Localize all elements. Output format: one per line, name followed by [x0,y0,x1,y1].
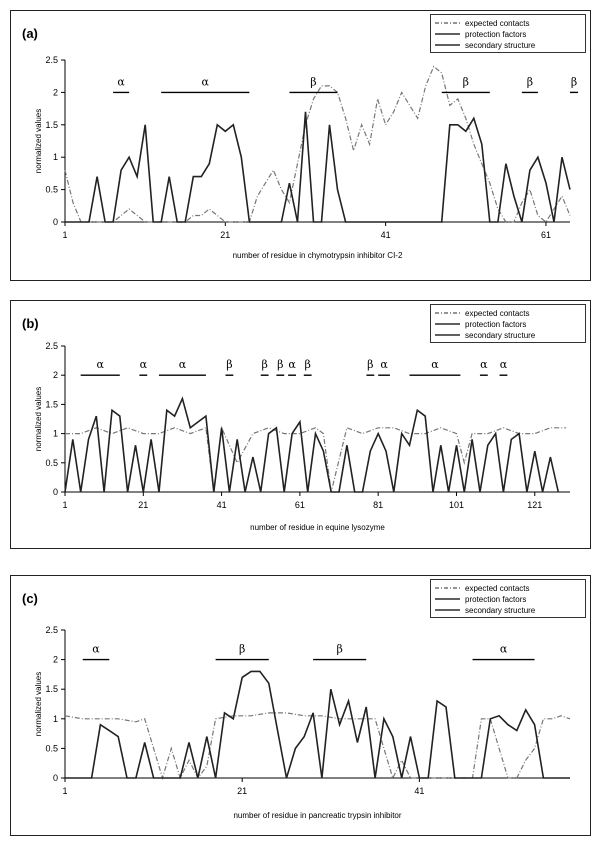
secondary-structure-label: β [527,75,533,88]
y-tick-label: 1 [53,152,58,162]
secondary-structure-label: β [261,358,267,371]
series-line-expected-contacts [65,425,567,493]
panel-label: (c) [22,591,38,606]
x-tick-label: 41 [217,500,227,510]
y-axis-label: normalized values [34,109,43,173]
x-tick-label: 1 [62,500,67,510]
legend-entry: secondary structure [465,41,536,50]
x-tick-label: 21 [220,230,230,240]
x-tick-label: 1 [62,230,67,240]
secondary-structure-label: α [500,643,508,656]
secondary-structure-label: α [117,75,125,88]
y-tick-label: 1.5 [45,399,58,409]
secondary-structure-label: α [92,643,100,656]
legend-entry: expected contacts [465,19,529,28]
x-tick-label: 21 [237,786,247,796]
panel-label: (b) [22,316,39,331]
x-axis-label: number of residue in equine lysozyme [250,523,385,532]
y-tick-label: 0 [53,487,58,497]
y-axis-label: normalized values [34,672,43,736]
secondary-structure-label: β [571,75,577,88]
legend-entry: protection factors [465,320,526,329]
x-tick-label: 21 [138,500,148,510]
series-line-protection-factors [65,670,570,779]
panel-label: (a) [22,26,38,41]
y-tick-label: 2 [53,655,58,665]
secondary-structure-label: β [226,358,232,371]
secondary-structure-label: β [367,358,373,371]
series-line-expected-contacts [64,712,571,781]
x-tick-label: 41 [381,230,391,240]
y-axis-label: normalized values [34,387,43,451]
legend-entry: expected contacts [465,309,529,318]
panel-frame [10,575,591,836]
secondary-structure-label: β [239,643,245,656]
secondary-structure-label: α [431,358,439,371]
y-tick-label: 0.5 [45,185,58,195]
y-tick-label: 2 [53,370,58,380]
y-tick-label: 2.5 [45,341,58,351]
y-tick-label: 2 [53,87,58,97]
legend-entry: secondary structure [465,606,536,615]
secondary-structure-label: β [463,75,469,88]
y-tick-label: 1.5 [45,684,58,694]
y-tick-label: 1 [53,429,58,439]
legend: expected contacts protection factors secon… [430,579,586,618]
y-tick-label: 0.5 [45,458,58,468]
secondary-structure-label: α [97,358,105,371]
secondary-structure-label: β [336,643,342,656]
x-tick-label: 101 [449,500,464,510]
legend: expected contacts protection factors secon… [430,14,586,53]
y-tick-label: 2.5 [45,55,58,65]
x-axis-label: number of residue in chymotrypsin inhibi… [233,251,403,260]
x-tick-label: 61 [541,230,551,240]
chart-panel-3: (c) 0 0.5 1 1.5 2 2.5 1 21 41 normalized values num… [10,575,591,836]
secondary-structure-label: β [310,75,316,88]
y-tick-label: 2.5 [45,625,58,635]
legend: expected contacts protection factors secon… [430,304,586,343]
legend-entry: protection factors [465,595,526,604]
secondary-structure-label: α [179,358,187,371]
secondary-structure-label: α [380,358,388,371]
y-tick-label: 0 [53,217,58,227]
x-tick-label: 61 [295,500,305,510]
y-tick-label: 0 [53,773,58,783]
x-axis-label: number of residue in pancreatic trypsin … [233,811,401,820]
secondary-structure-label: β [277,358,283,371]
y-tick-label: 1 [53,714,58,724]
legend-entry: expected contacts [465,584,529,593]
x-tick-label: 81 [373,500,383,510]
secondary-structure-label: α [500,358,508,371]
y-tick-label: 1.5 [45,120,58,130]
secondary-structure-label: β [305,358,311,371]
secondary-structure-label: α [202,75,210,88]
series-line-protection-factors [64,396,560,493]
x-tick-label: 121 [527,500,542,510]
series-line-protection-factors [65,111,571,223]
secondary-structure-label: α [288,358,296,371]
x-tick-label: 1 [62,786,67,796]
chart-panel-2: (b)00.511.522.51 21 41 61 81 101 121normalized… [10,300,591,549]
series-line-expected-contacts [64,65,571,223]
panel-frame [10,10,591,281]
chart-panel-1: (a) 0 0.5 1 1.5 2 2.5 1 21 41 61 normalized values n… [10,10,591,281]
x-tick-label: 41 [414,786,424,796]
y-tick-label: 0.5 [45,743,58,753]
legend-entry: secondary structure [465,331,536,340]
secondary-structure-label: α [140,358,148,371]
legend-entry: protection factors [465,30,526,39]
secondary-structure-label: α [480,358,488,371]
